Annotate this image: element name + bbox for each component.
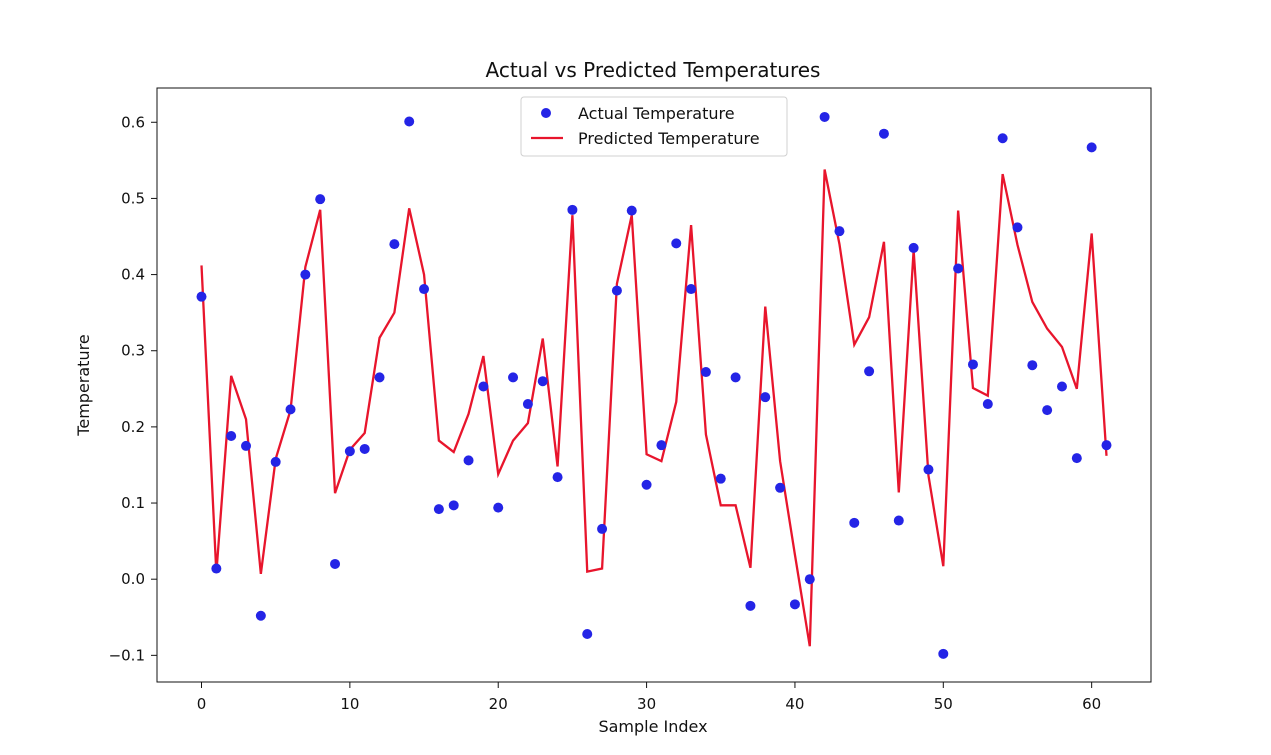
actual-temperature-point <box>508 372 519 383</box>
actual-temperature-point <box>1101 440 1112 451</box>
actual-temperature-point <box>715 473 726 484</box>
actual-temperature-point <box>938 648 949 659</box>
actual-temperature-point <box>537 376 548 387</box>
actual-temperature-point <box>1056 381 1067 392</box>
actual-temperature-point <box>567 204 578 215</box>
actual-temperature-point <box>315 194 326 205</box>
x-tick-label: 0 <box>197 695 207 713</box>
legend: Actual Temperature Predicted Temperature <box>520 96 788 157</box>
actual-temperature-point <box>493 502 504 513</box>
actual-temperature-point <box>270 456 281 467</box>
y-tick-label: 0.5 <box>121 189 145 207</box>
actual-temperature-point <box>552 472 563 483</box>
actual-temperature-point <box>611 285 622 296</box>
actual-temperature-point <box>834 226 845 237</box>
y-tick-label: 0.3 <box>121 342 145 360</box>
y-tick-label: 0.2 <box>121 418 145 436</box>
plot-frame <box>156 87 1152 683</box>
actual-temperature-point <box>463 455 474 466</box>
actual-temperature-point <box>923 464 934 475</box>
legend-predicted-label: Predicted Temperature <box>578 129 760 148</box>
actual-temperature-point <box>641 479 652 490</box>
actual-temperature-point <box>775 482 786 493</box>
actual-temperature-point <box>671 238 682 249</box>
actual-temperature-point <box>1071 453 1082 464</box>
actual-temperature-point <box>522 399 533 410</box>
actual-temperature-point <box>686 284 697 295</box>
actual-temperature-point <box>982 399 993 410</box>
actual-temperature-point <box>789 599 800 610</box>
actual-temperature-point <box>804 574 815 585</box>
actual-temperature-point <box>908 242 919 253</box>
actual-temperature-point <box>819 111 830 122</box>
actual-temperature-point <box>226 431 237 442</box>
actual-temperature-point <box>404 116 415 127</box>
actual-temperature-point <box>582 629 593 640</box>
actual-temperature-point <box>419 284 430 295</box>
y-axis-ticks: −0.1 0.0 0.1 0.2 0.3 0.4 0.5 0.6 <box>109 113 157 664</box>
x-tick-label: 20 <box>489 695 508 713</box>
actual-temperature-point <box>656 440 667 451</box>
actual-temperature-point <box>374 372 385 383</box>
actual-temperature-point <box>448 500 459 511</box>
actual-temperature-point <box>330 558 341 569</box>
legend-box <box>520 96 788 157</box>
actual-temperature-point <box>597 523 608 534</box>
y-axis-label: Temperature <box>74 334 93 436</box>
legend-actual-label: Actual Temperature <box>578 104 735 123</box>
actual-temperature-points <box>196 111 1112 659</box>
x-tick-label: 10 <box>340 695 359 713</box>
x-tick-label: 30 <box>637 695 656 713</box>
y-tick-label: 0.4 <box>121 266 145 284</box>
actual-temperature-point <box>700 367 711 378</box>
legend-actual-marker <box>541 108 551 118</box>
actual-temperature-point <box>389 239 400 250</box>
x-tick-label: 60 <box>1082 695 1101 713</box>
y-tick-label: 0.1 <box>121 494 145 512</box>
actual-temperature-point <box>196 291 207 302</box>
actual-temperature-point <box>953 263 964 274</box>
actual-temperature-point <box>478 381 489 392</box>
actual-temperature-point <box>1027 360 1038 371</box>
actual-temperature-point <box>730 372 741 383</box>
actual-temperature-point <box>359 443 370 454</box>
actual-temperature-point <box>285 404 296 415</box>
actual-temperature-point <box>893 515 904 526</box>
actual-temperature-point <box>967 359 978 370</box>
actual-temperature-point <box>433 504 444 515</box>
actual-temperature-point <box>1042 405 1053 416</box>
actual-temperature-point <box>1086 142 1097 153</box>
y-tick-label: 0.0 <box>121 570 145 588</box>
chart-title: Actual vs Predicted Temperatures <box>486 58 821 82</box>
actual-temperature-point <box>211 563 222 574</box>
actual-temperature-point <box>760 392 771 403</box>
actual-temperature-point <box>626 205 637 216</box>
actual-temperature-point <box>300 269 311 280</box>
actual-temperature-point <box>1012 222 1023 233</box>
actual-temperature-point <box>745 600 756 611</box>
actual-temperature-point <box>344 446 355 457</box>
x-axis-label: Sample Index <box>598 717 707 736</box>
x-tick-label: 40 <box>785 695 804 713</box>
plot-area <box>156 87 1152 683</box>
actual-temperature-point <box>864 366 875 377</box>
actual-temperature-point <box>241 440 252 451</box>
x-axis-ticks: 0 10 20 30 40 50 60 <box>197 682 1101 713</box>
actual-temperature-point <box>878 128 889 139</box>
x-tick-label: 50 <box>934 695 953 713</box>
actual-temperature-point <box>849 517 860 528</box>
y-tick-label: −0.1 <box>109 646 145 664</box>
actual-temperature-point <box>255 610 266 621</box>
actual-temperature-point <box>997 133 1008 144</box>
y-tick-label: 0.6 <box>121 113 145 131</box>
